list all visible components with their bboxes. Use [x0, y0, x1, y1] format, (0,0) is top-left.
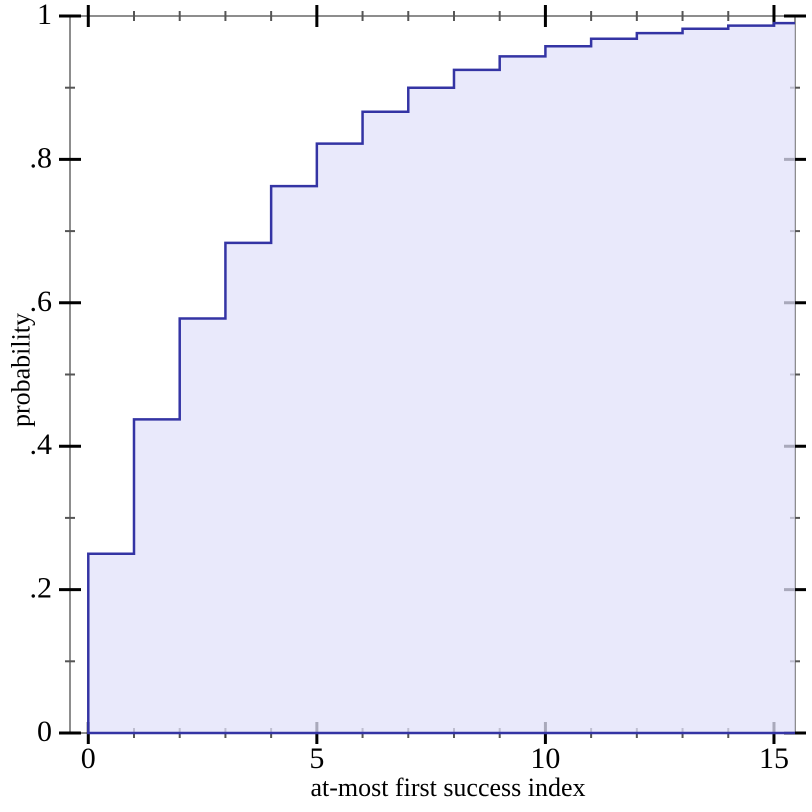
- x-tick-label: 5: [309, 742, 324, 775]
- y-tick-label: .4: [30, 428, 53, 461]
- x-axis-title: at-most first success index: [310, 773, 586, 802]
- y-tick-label: 1: [37, 0, 52, 31]
- y-tick-label: .8: [30, 141, 53, 174]
- y-tick-label: 0: [37, 715, 52, 748]
- cdf-step-line: [87, 21, 795, 735]
- x-tick-label: 15: [759, 742, 789, 775]
- y-tick-label: .6: [30, 285, 53, 318]
- cdf-area-fill: [88, 23, 796, 734]
- y-tick-label: .2: [30, 572, 53, 605]
- y-axis-title: probability: [6, 312, 36, 428]
- x-tick-label: 0: [81, 742, 96, 775]
- x-tick-label: 10: [530, 742, 560, 775]
